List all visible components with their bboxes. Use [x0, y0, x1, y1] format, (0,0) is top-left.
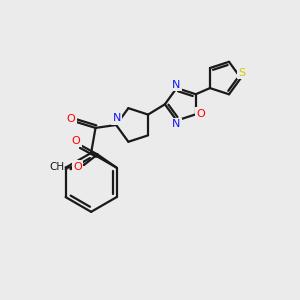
Text: O: O	[67, 114, 76, 124]
Text: O: O	[72, 136, 80, 146]
Text: N: N	[172, 80, 180, 89]
Text: CH₃: CH₃	[49, 162, 68, 172]
Text: N: N	[172, 119, 180, 129]
Text: S: S	[239, 68, 246, 78]
Text: O: O	[74, 162, 82, 172]
Text: O: O	[197, 109, 206, 119]
Text: N: N	[112, 113, 121, 124]
